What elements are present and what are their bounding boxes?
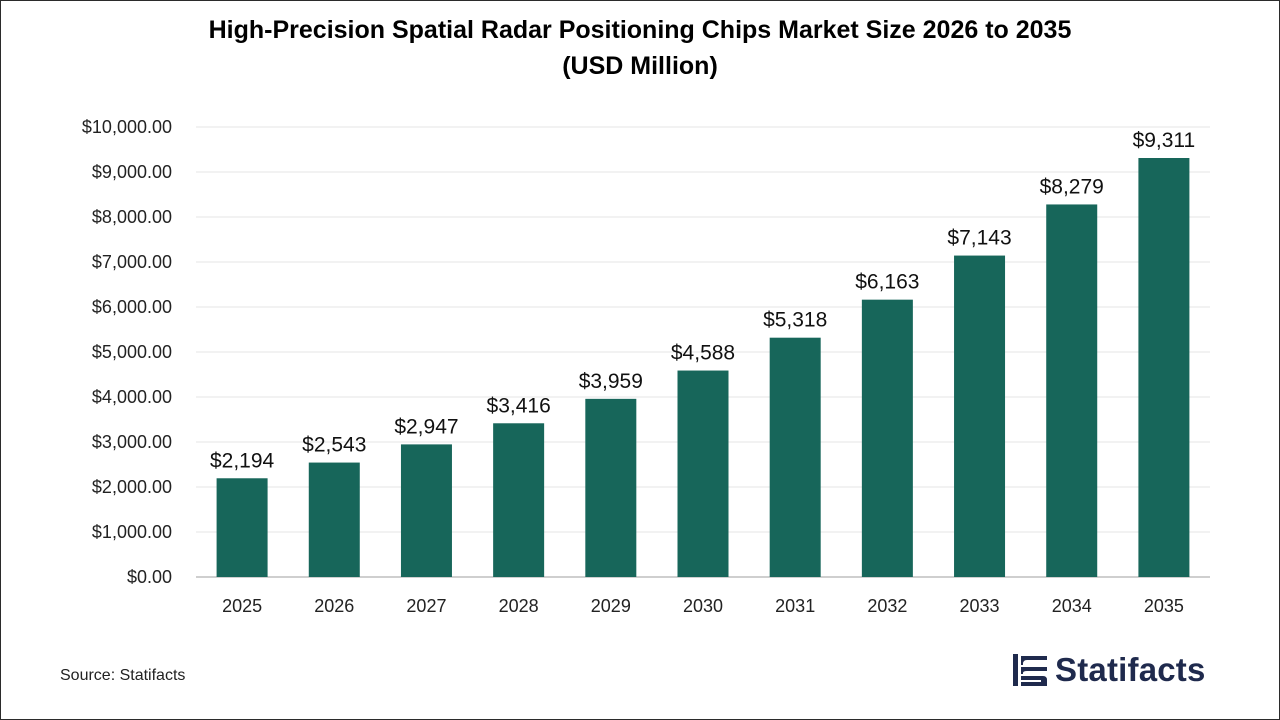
x-tick-label: 2028 bbox=[499, 596, 539, 616]
bar-value-label: $2,543 bbox=[302, 434, 366, 457]
bar-value-label: $7,143 bbox=[947, 227, 1011, 250]
x-tick-label: 2035 bbox=[1144, 596, 1184, 616]
brand-logo: Statifacts bbox=[1013, 650, 1206, 690]
bar bbox=[1046, 204, 1098, 577]
y-tick-label: $6,000.00 bbox=[92, 297, 172, 317]
bar bbox=[1138, 158, 1190, 577]
bar-value-label: $4,588 bbox=[671, 342, 735, 365]
y-tick-label: $3,000.00 bbox=[92, 432, 172, 452]
bar bbox=[493, 423, 545, 577]
bar-value-label: $5,318 bbox=[763, 309, 827, 332]
bar-value-label: $3,416 bbox=[487, 394, 551, 417]
chart-title: High-Precision Spatial Radar Positioning… bbox=[208, 16, 1072, 44]
bar bbox=[954, 255, 1006, 577]
bar bbox=[216, 478, 268, 577]
source-note: Source: Statifacts bbox=[60, 667, 186, 684]
bar bbox=[585, 398, 637, 577]
y-tick-label: $10,000.00 bbox=[82, 117, 172, 137]
y-tick-label: $4,000.00 bbox=[92, 387, 172, 407]
x-tick-label: 2034 bbox=[1052, 596, 1092, 616]
bar-value-label: $6,163 bbox=[855, 271, 919, 294]
y-tick-label: $1,000.00 bbox=[92, 522, 172, 542]
y-tick-label: $2,000.00 bbox=[92, 477, 172, 497]
x-tick-label: 2031 bbox=[775, 596, 815, 616]
y-tick-label: $7,000.00 bbox=[92, 252, 172, 272]
x-tick-label: 2026 bbox=[314, 596, 354, 616]
bar bbox=[861, 299, 913, 577]
brand-name: Statifacts bbox=[1055, 651, 1206, 688]
y-tick-label: $5,000.00 bbox=[92, 342, 172, 362]
x-tick-label: 2032 bbox=[867, 596, 907, 616]
bar bbox=[308, 462, 360, 577]
bar bbox=[769, 337, 821, 577]
bar-value-label: $2,194 bbox=[210, 449, 275, 472]
bar bbox=[677, 370, 729, 577]
bar-value-label: $8,279 bbox=[1040, 175, 1104, 198]
bar-value-label: $9,311 bbox=[1133, 129, 1196, 152]
x-tick-label: 2029 bbox=[591, 596, 631, 616]
x-tick-label: 2033 bbox=[960, 596, 1000, 616]
chart-subtitle: (USD Million) bbox=[562, 52, 718, 80]
bar bbox=[400, 444, 452, 577]
x-tick-label: 2027 bbox=[406, 596, 446, 616]
y-tick-label: $0.00 bbox=[127, 567, 172, 587]
statifacts-logo-icon bbox=[1013, 654, 1047, 686]
y-tick-label: $9,000.00 bbox=[92, 162, 172, 182]
chart-title-block: High-Precision Spatial Radar Positioning… bbox=[0, 12, 1280, 84]
bar-value-label: $3,959 bbox=[579, 370, 643, 393]
y-tick-label: $8,000.00 bbox=[92, 207, 172, 227]
x-tick-label: 2025 bbox=[222, 596, 262, 616]
x-tick-label: 2030 bbox=[683, 596, 723, 616]
bar-value-label: $2,947 bbox=[394, 415, 458, 438]
